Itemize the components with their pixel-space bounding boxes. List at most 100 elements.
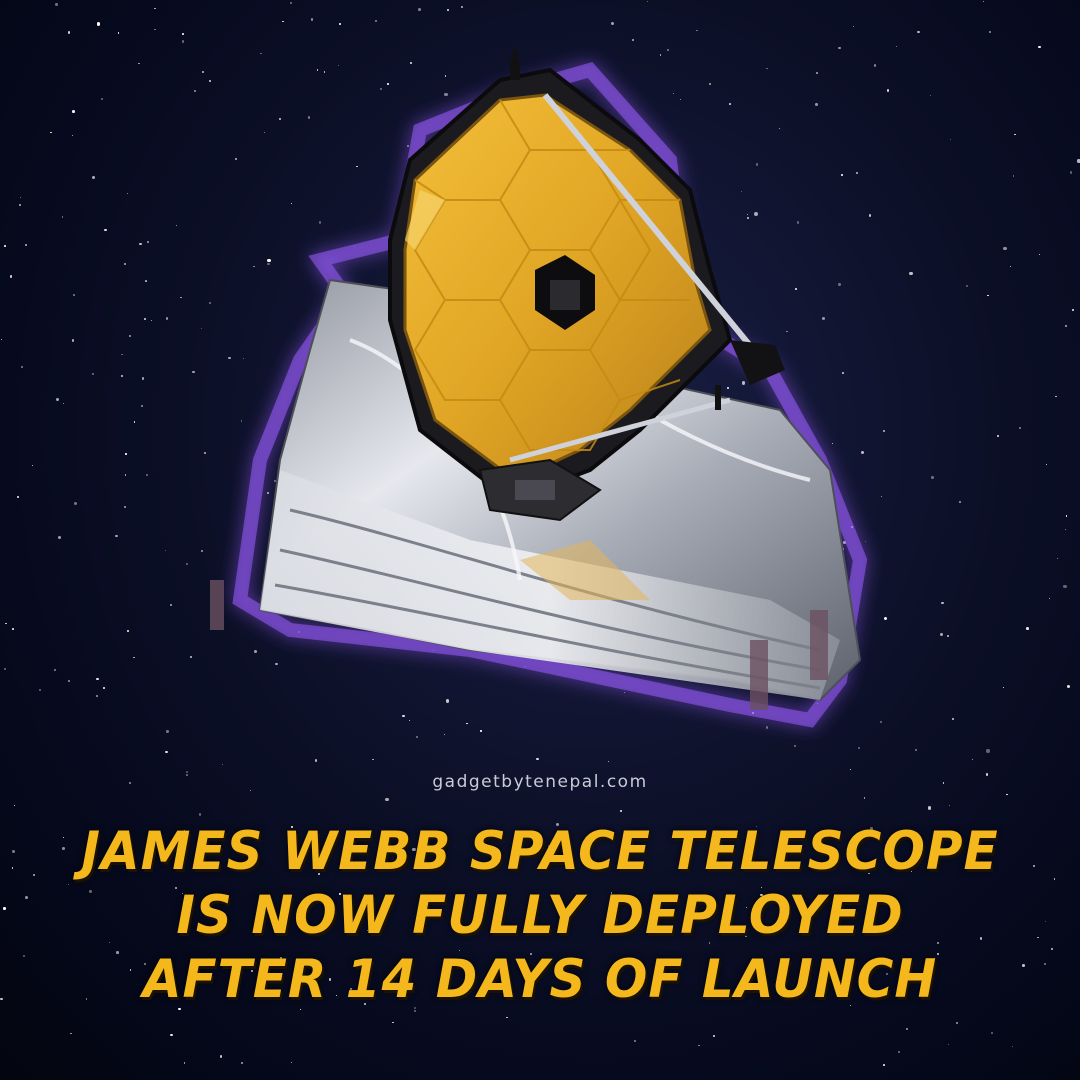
star xyxy=(316,69,319,72)
star xyxy=(89,890,92,893)
star xyxy=(90,865,93,869)
star xyxy=(267,262,270,266)
star xyxy=(610,22,614,26)
star xyxy=(1006,793,1009,796)
star xyxy=(24,896,28,899)
website-watermark: gadgetbytenepal.com xyxy=(432,772,648,792)
star xyxy=(942,781,945,784)
star xyxy=(129,334,132,337)
star xyxy=(166,729,170,734)
star xyxy=(32,873,36,877)
star xyxy=(279,118,282,121)
star xyxy=(712,1034,716,1038)
star xyxy=(25,244,28,247)
star xyxy=(1037,936,1039,938)
star xyxy=(666,49,670,52)
star xyxy=(941,601,944,605)
star xyxy=(249,789,252,792)
star xyxy=(1012,1045,1014,1047)
star xyxy=(170,1033,173,1037)
star xyxy=(755,825,758,828)
star xyxy=(402,714,405,717)
star xyxy=(186,774,188,776)
star xyxy=(165,750,168,754)
star xyxy=(5,622,7,624)
star xyxy=(833,837,835,840)
star xyxy=(679,98,682,101)
star xyxy=(120,374,123,377)
star xyxy=(183,840,186,842)
star xyxy=(409,720,411,722)
star xyxy=(115,535,118,538)
star xyxy=(251,969,254,972)
star xyxy=(447,9,449,11)
star xyxy=(219,1055,222,1058)
star xyxy=(366,929,369,932)
star xyxy=(747,213,749,215)
star xyxy=(880,495,883,498)
star xyxy=(915,749,918,752)
star xyxy=(61,216,64,218)
star xyxy=(1026,626,1030,630)
star xyxy=(202,70,205,74)
star xyxy=(407,994,409,996)
star xyxy=(951,717,955,721)
star xyxy=(1065,529,1067,531)
star xyxy=(522,964,525,968)
star xyxy=(62,847,65,850)
star xyxy=(21,366,23,368)
star xyxy=(242,357,245,360)
star xyxy=(860,451,864,455)
star xyxy=(940,633,944,637)
star xyxy=(133,420,136,423)
star xyxy=(307,116,311,119)
star xyxy=(555,823,559,827)
star xyxy=(744,935,748,938)
star xyxy=(1055,395,1057,398)
star xyxy=(144,962,146,965)
star xyxy=(117,32,120,34)
star xyxy=(126,193,128,195)
star xyxy=(838,46,841,49)
star xyxy=(96,22,101,26)
star xyxy=(68,884,70,886)
star xyxy=(982,1,985,3)
star xyxy=(633,832,637,836)
star xyxy=(165,317,168,320)
star xyxy=(154,7,156,9)
star xyxy=(11,867,13,869)
star xyxy=(756,163,759,166)
star xyxy=(413,1006,417,1010)
star xyxy=(23,955,26,958)
star xyxy=(1077,159,1080,163)
star xyxy=(142,377,145,380)
star xyxy=(67,679,70,682)
star xyxy=(698,1044,700,1047)
star xyxy=(868,214,872,217)
star xyxy=(880,721,882,723)
star xyxy=(126,630,129,633)
star xyxy=(796,221,800,224)
star xyxy=(911,871,913,873)
star xyxy=(843,541,846,544)
star xyxy=(936,952,940,956)
star xyxy=(890,858,893,861)
star xyxy=(138,62,140,65)
star xyxy=(186,770,189,773)
star xyxy=(536,757,540,761)
star xyxy=(200,327,202,329)
star xyxy=(125,453,127,455)
star xyxy=(70,1032,72,1034)
star xyxy=(937,942,940,945)
star xyxy=(175,225,177,227)
star xyxy=(252,265,255,268)
star xyxy=(164,549,167,552)
star xyxy=(822,316,826,320)
star xyxy=(392,1021,394,1024)
star xyxy=(54,2,58,7)
star xyxy=(987,294,989,297)
star xyxy=(255,833,258,836)
star xyxy=(1045,463,1047,465)
star xyxy=(647,1,649,3)
star xyxy=(200,549,203,552)
